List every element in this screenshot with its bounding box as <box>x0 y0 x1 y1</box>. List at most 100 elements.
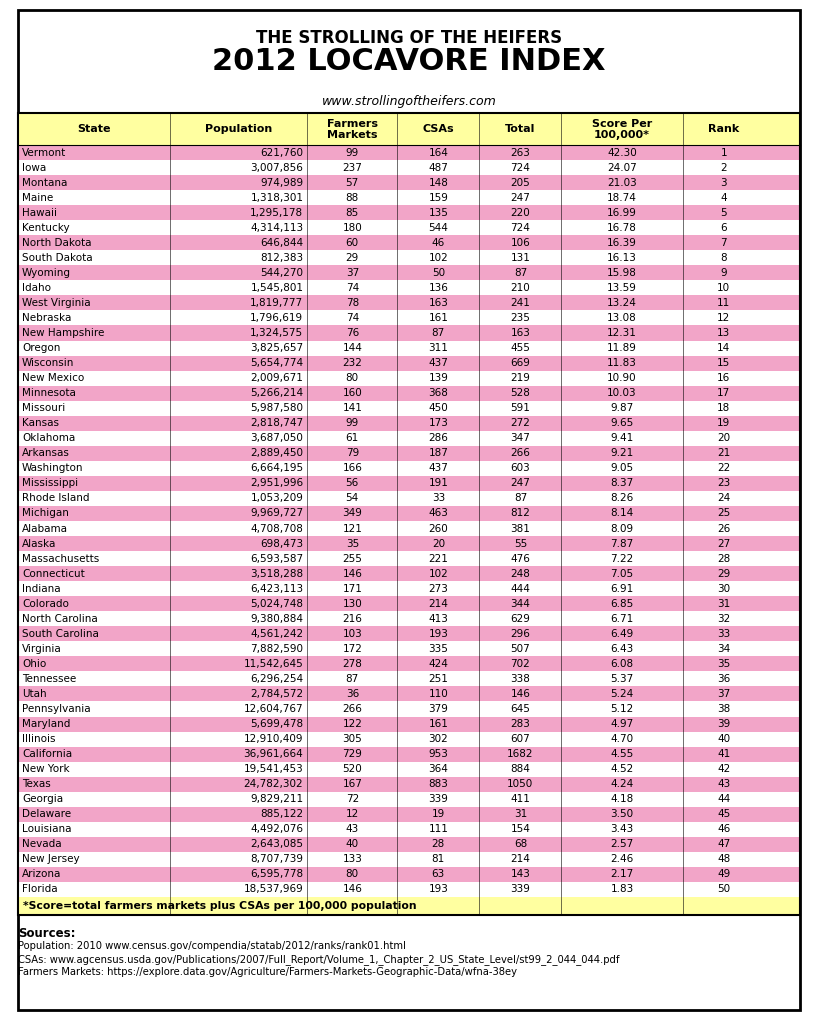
Text: 278: 278 <box>343 658 362 669</box>
Text: 191: 191 <box>429 478 448 488</box>
Text: 16.78: 16.78 <box>607 223 637 232</box>
Text: Total: Total <box>506 124 536 134</box>
Text: 411: 411 <box>510 795 530 804</box>
Text: 11,542,645: 11,542,645 <box>244 658 303 669</box>
Text: 9,829,211: 9,829,211 <box>250 795 303 804</box>
Text: 80: 80 <box>346 869 359 880</box>
Text: Wyoming: Wyoming <box>22 268 71 278</box>
Text: CSAs: www.agcensus.usda.gov/Publications/2007/Full_Report/Volume_1,_Chapter_2_US: CSAs: www.agcensus.usda.gov/Publications… <box>18 954 619 965</box>
Text: 2,643,085: 2,643,085 <box>250 840 303 849</box>
Text: 26: 26 <box>717 523 730 534</box>
Text: 9,380,884: 9,380,884 <box>250 613 303 624</box>
Text: 76: 76 <box>346 328 359 338</box>
Text: 296: 296 <box>510 629 530 639</box>
Text: 5,654,774: 5,654,774 <box>250 358 303 368</box>
Text: 31: 31 <box>717 599 730 608</box>
Text: 160: 160 <box>343 388 362 398</box>
Text: 8.37: 8.37 <box>610 478 634 488</box>
Text: 60: 60 <box>346 238 359 248</box>
Text: 163: 163 <box>510 328 530 338</box>
Text: 883: 883 <box>429 779 448 790</box>
Text: 379: 379 <box>429 705 448 714</box>
Bar <box>18 113 800 915</box>
Text: 6.71: 6.71 <box>610 613 634 624</box>
Bar <box>18 326 800 341</box>
Text: 283: 283 <box>510 719 530 729</box>
Text: 135: 135 <box>429 208 448 218</box>
Text: 2,889,450: 2,889,450 <box>250 449 303 459</box>
Text: Oklahoma: Oklahoma <box>22 433 75 443</box>
Text: 180: 180 <box>343 223 362 232</box>
Text: 35: 35 <box>717 658 730 669</box>
Text: 31: 31 <box>514 809 527 819</box>
Text: Markets: Markets <box>327 130 378 140</box>
Bar <box>18 611 800 627</box>
Text: 16: 16 <box>717 373 730 383</box>
Text: Connecticut: Connecticut <box>22 568 85 579</box>
Text: 85: 85 <box>346 208 359 218</box>
Bar <box>18 536 800 551</box>
Text: 437: 437 <box>429 463 448 473</box>
Text: 7: 7 <box>721 238 727 248</box>
Text: 27: 27 <box>717 539 730 549</box>
Text: 286: 286 <box>429 433 448 443</box>
Text: 381: 381 <box>510 523 530 534</box>
Text: 144: 144 <box>343 343 362 353</box>
Bar <box>18 792 800 807</box>
Text: 121: 121 <box>343 523 362 534</box>
Bar <box>18 762 800 776</box>
Text: www.strollingoftheifers.com: www.strollingoftheifers.com <box>321 95 497 109</box>
Text: 1.83: 1.83 <box>610 885 634 895</box>
Text: Wisconsin: Wisconsin <box>22 358 74 368</box>
Text: 219: 219 <box>510 373 530 383</box>
Text: 349: 349 <box>343 509 362 518</box>
Text: 2,818,747: 2,818,747 <box>250 418 303 428</box>
Text: 413: 413 <box>429 613 448 624</box>
Text: Alaska: Alaska <box>22 539 56 549</box>
Bar <box>18 582 800 596</box>
Text: 1,324,575: 1,324,575 <box>250 328 303 338</box>
Bar <box>18 431 800 445</box>
Text: 13.24: 13.24 <box>607 298 637 308</box>
Text: Rank: Rank <box>708 124 739 134</box>
Text: Maryland: Maryland <box>22 719 70 729</box>
Text: 463: 463 <box>429 509 448 518</box>
Text: Virginia: Virginia <box>22 644 61 654</box>
Text: 141: 141 <box>343 403 362 414</box>
Text: 12.31: 12.31 <box>607 328 637 338</box>
Text: 36,961,664: 36,961,664 <box>244 750 303 759</box>
Bar <box>18 145 800 160</box>
Text: Pennsylvania: Pennsylvania <box>22 705 91 714</box>
Text: 12,910,409: 12,910,409 <box>244 734 303 744</box>
Text: 20: 20 <box>432 539 445 549</box>
Text: 148: 148 <box>429 177 448 187</box>
Text: 248: 248 <box>510 568 530 579</box>
Text: 102: 102 <box>429 568 448 579</box>
Bar <box>18 731 800 746</box>
Text: 221: 221 <box>429 554 448 563</box>
Text: 220: 220 <box>510 208 530 218</box>
Text: 272: 272 <box>510 418 530 428</box>
Text: Delaware: Delaware <box>22 809 71 819</box>
Text: 46: 46 <box>432 238 445 248</box>
Bar <box>18 551 800 566</box>
Text: 591: 591 <box>510 403 530 414</box>
Text: 35: 35 <box>346 539 359 549</box>
Text: 5,266,214: 5,266,214 <box>250 388 303 398</box>
Bar <box>18 521 800 536</box>
Text: 520: 520 <box>343 764 362 774</box>
Text: 237: 237 <box>343 163 362 173</box>
Text: Florida: Florida <box>22 885 57 895</box>
Text: 437: 437 <box>429 358 448 368</box>
Text: 6.91: 6.91 <box>610 584 634 594</box>
Text: 6,423,113: 6,423,113 <box>250 584 303 594</box>
Text: 214: 214 <box>510 854 530 864</box>
Text: 3.43: 3.43 <box>610 824 634 835</box>
Text: Tennessee: Tennessee <box>22 674 76 684</box>
Text: 6.49: 6.49 <box>610 629 634 639</box>
Text: 57: 57 <box>346 177 359 187</box>
Text: Kentucky: Kentucky <box>22 223 70 232</box>
Text: Ohio: Ohio <box>22 658 47 669</box>
Text: 33: 33 <box>432 494 445 504</box>
Text: 20: 20 <box>717 433 730 443</box>
